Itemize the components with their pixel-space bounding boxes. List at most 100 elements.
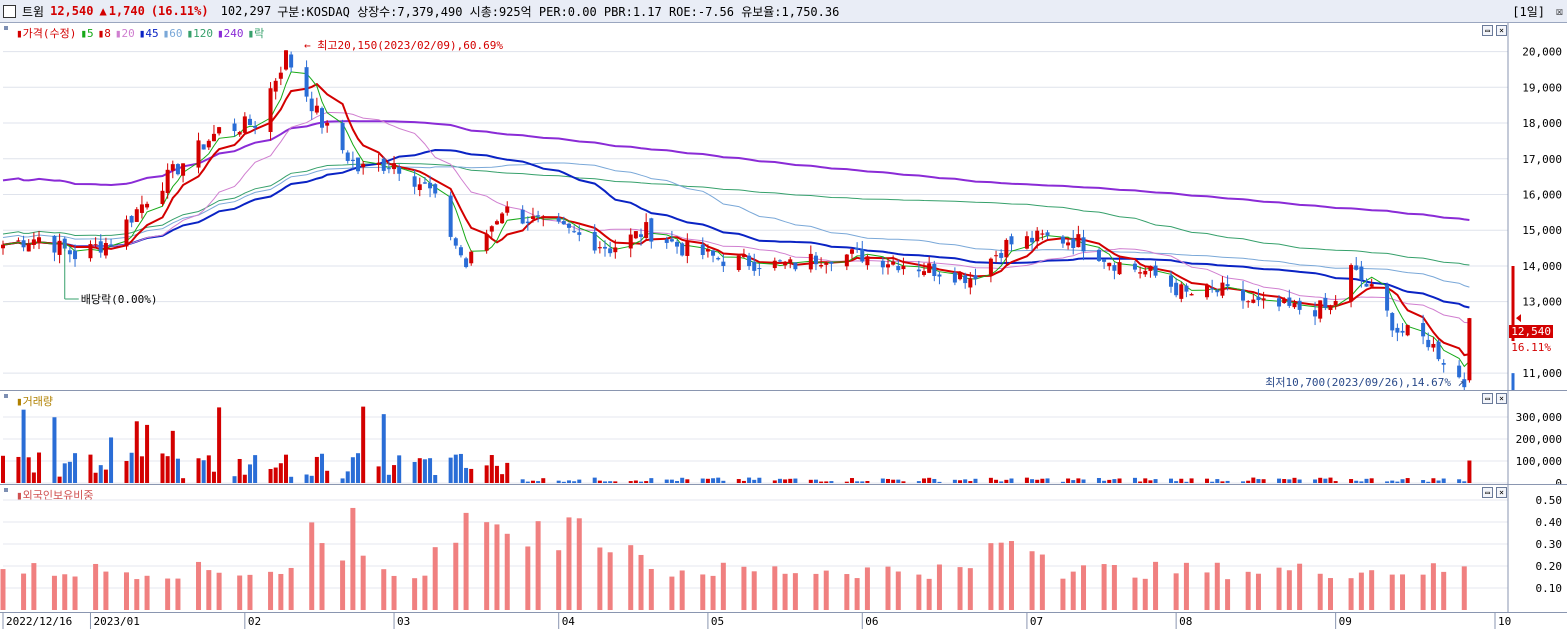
x-tick-label: 08 bbox=[1179, 615, 1192, 628]
candle-body bbox=[273, 80, 278, 92]
volume-bar bbox=[1138, 481, 1143, 483]
period-selector[interactable]: [1일] bbox=[1512, 4, 1545, 19]
foreign-ratio-bar bbox=[1132, 577, 1138, 610]
foreign-ratio-bar bbox=[669, 576, 675, 610]
volume-bar bbox=[109, 437, 114, 483]
foreign-ratio-bar bbox=[432, 547, 438, 610]
legend-item[interactable]: ▮5 bbox=[80, 27, 94, 40]
close-icon[interactable]: ☒ bbox=[1555, 4, 1563, 18]
foreign-ratio-bar bbox=[1400, 574, 1406, 610]
volume-bar bbox=[453, 454, 458, 483]
candle-body bbox=[361, 163, 366, 168]
volume-bar bbox=[963, 479, 968, 483]
volume-bar bbox=[1333, 481, 1338, 483]
legend-item[interactable]: ▮락 bbox=[247, 27, 265, 40]
volume-bar bbox=[139, 456, 144, 483]
foreign-ratio-bar bbox=[823, 570, 829, 610]
candle-body bbox=[52, 235, 57, 253]
pane-handle-icon[interactable] bbox=[4, 26, 8, 30]
candle-body bbox=[350, 159, 355, 162]
foreign-ratio-bar bbox=[1101, 564, 1107, 610]
volume-bar bbox=[1364, 478, 1369, 483]
pane-handle-icon[interactable] bbox=[4, 488, 8, 492]
x-tick-label: 09 bbox=[1339, 615, 1352, 628]
x-tick-label: 02 bbox=[248, 615, 261, 628]
volume-bar bbox=[361, 406, 366, 483]
foreign-ratio-bar bbox=[556, 550, 562, 610]
volume-bar bbox=[968, 481, 973, 483]
volume-bar bbox=[206, 455, 211, 483]
y-tick-label: 13,000 bbox=[1522, 296, 1562, 309]
volume-chart-pane[interactable]: ▮거래량 ▭ × 300,000 200,000 100,000 0 bbox=[0, 391, 1567, 485]
candle-body bbox=[1179, 284, 1184, 299]
volume-bar bbox=[1210, 481, 1215, 483]
foreign-ratio-bar bbox=[679, 570, 685, 610]
foreign-ratio-bar bbox=[741, 566, 747, 610]
candle-body bbox=[1102, 259, 1107, 262]
volume-bar bbox=[958, 480, 963, 483]
candle-body bbox=[304, 67, 309, 97]
price-chart-pane[interactable]: ▮가격(수정) ▮5 ▮8 ▮20 ▮45 ▮60 ▮120 ▮240 ▮락 ▭ × 20,00… bbox=[0, 23, 1567, 391]
volume-bar bbox=[1024, 477, 1029, 483]
volume-bar bbox=[613, 481, 618, 483]
candle-body bbox=[963, 275, 968, 284]
minimize-pane-icon[interactable]: ▭ bbox=[1482, 25, 1493, 36]
foreign-ratio-bar bbox=[998, 542, 1004, 610]
select-checkbox[interactable] bbox=[3, 4, 16, 18]
volume-bar bbox=[736, 479, 741, 483]
legend-item[interactable]: ▮8 bbox=[97, 27, 111, 40]
legend-item[interactable]: ▮240 bbox=[216, 27, 244, 40]
legend-item[interactable]: ▮20 bbox=[114, 27, 135, 40]
candle-body bbox=[211, 133, 216, 142]
volume-bar-chart: 300,000 200,000 100,000 0 bbox=[1, 391, 1562, 485]
candle-body bbox=[1251, 299, 1256, 303]
candle-body bbox=[844, 254, 849, 267]
candle-body bbox=[783, 262, 788, 266]
foreign-ratio-bar bbox=[340, 560, 346, 610]
volume-bar bbox=[57, 476, 62, 483]
foreign-ratio-bar bbox=[1008, 541, 1014, 610]
volume-bar bbox=[788, 478, 793, 483]
y-tick-label: 19,000 bbox=[1522, 81, 1562, 94]
foreign-ratio-bar bbox=[967, 568, 973, 610]
stock-name[interactable]: 트윔 bbox=[22, 4, 45, 19]
candle-body bbox=[556, 217, 561, 222]
volume-bar bbox=[1168, 478, 1173, 483]
legend-item[interactable]: ▮60 bbox=[162, 27, 183, 40]
dividend-annotation: 배당락(0.00%) bbox=[81, 293, 158, 306]
minimize-pane-icon[interactable]: ▭ bbox=[1482, 393, 1493, 404]
legend-item[interactable]: ▮45 bbox=[138, 27, 159, 40]
volume-bar bbox=[711, 478, 716, 483]
volume-bar bbox=[1287, 479, 1292, 483]
candle-body bbox=[1138, 272, 1143, 274]
candle-body bbox=[664, 239, 669, 243]
foreign-ratio-bar bbox=[494, 524, 500, 610]
current-pct-tag: 16.11% bbox=[1511, 341, 1551, 354]
close-pane-icon[interactable]: × bbox=[1496, 25, 1507, 36]
candle-body bbox=[464, 258, 469, 268]
volume-bar bbox=[1040, 478, 1045, 483]
volume-bar bbox=[340, 478, 345, 483]
candle-body bbox=[376, 162, 381, 165]
candle-body bbox=[16, 240, 21, 242]
foreign-ratio-bar bbox=[1286, 570, 1292, 610]
candle-body bbox=[1354, 265, 1359, 270]
candle-body bbox=[1431, 343, 1436, 348]
volume-bar bbox=[819, 481, 824, 483]
legend-item[interactable]: ▮120 bbox=[186, 27, 213, 40]
minimize-pane-icon[interactable]: ▭ bbox=[1482, 487, 1493, 498]
volume-bar bbox=[469, 468, 474, 483]
foreign-ratio-bar bbox=[309, 522, 315, 610]
candle-body bbox=[494, 221, 499, 225]
foreign-ratio-bar bbox=[381, 569, 387, 610]
pane-handle-icon[interactable] bbox=[4, 394, 8, 398]
close-pane-icon[interactable]: × bbox=[1496, 487, 1507, 498]
close-pane-icon[interactable]: × bbox=[1496, 393, 1507, 404]
foreign-ratio-bar bbox=[1070, 571, 1076, 610]
volume-legend-label: 거래량 bbox=[22, 395, 53, 408]
legend-item[interactable]: ▮가격(수정) bbox=[16, 27, 77, 40]
foreign-ownership-pane[interactable]: ▮외국인보유비중 ▭ × 0.50 0.40 0.30 0.20 0.10 bbox=[0, 485, 1567, 612]
volume-bar bbox=[644, 481, 649, 483]
candle-body bbox=[1462, 379, 1467, 388]
candle-body bbox=[716, 257, 721, 260]
